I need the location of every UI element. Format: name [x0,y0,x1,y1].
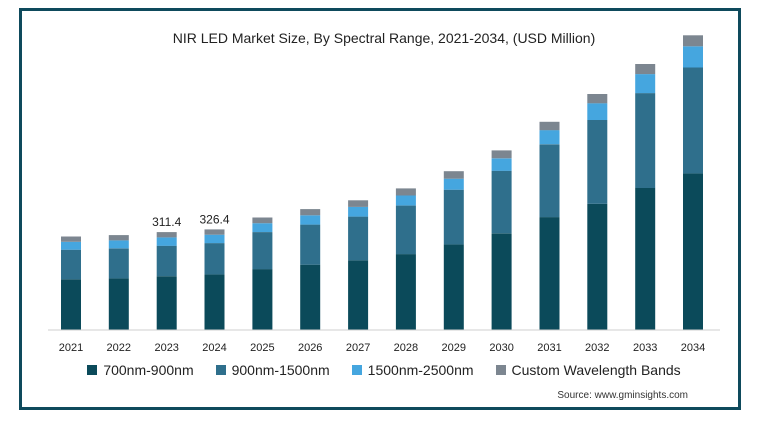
legend-swatch [351,365,362,375]
bar-2029-series-3 [443,171,464,179]
chart-title: NIR LED Market Size, By Spectral Range, … [172,30,596,46]
x-tick-label: 2026 [298,342,322,354]
bar-2021-series-1 [61,249,81,280]
x-tick-label: 2028 [394,342,418,354]
bar-2021-series-3 [61,236,81,242]
data-labels: 311.4 326.4 [152,212,230,229]
bar-2033-series-0 [635,187,656,330]
x-tick-label: 2023 [154,342,178,354]
bar-2030-series-1 [491,170,512,234]
bar-2024-series-3 [204,229,225,235]
bar-2022-series-2 [108,240,129,249]
x-tick-label: 2022 [107,342,131,354]
bar-2033-series-1 [635,93,656,188]
bar-2024-series-2 [204,234,225,244]
x-tick-label: 2029 [442,342,466,354]
bar-2034-series-0 [683,173,703,330]
source-note: Source: www.gminsights.com [557,390,688,401]
bar-2033-series-2 [635,74,656,94]
bar-2025-series-2 [252,223,273,232]
legend-label: 1500nm-2500nm [367,362,474,378]
bar-2028-series-2 [395,195,416,206]
bar-2032-series-3 [587,94,608,104]
legend-swatch [215,365,226,375]
x-tick-label: 2030 [489,342,513,354]
bar-2026-series-3 [300,209,321,216]
bar-2031-series-0 [539,217,560,330]
bar-2026-series-2 [300,215,321,225]
bar-2034-series-3 [683,35,703,47]
bar-2029-series-0 [443,244,464,330]
bar-2030-series-0 [491,233,512,330]
x-tick-label: 2032 [585,342,609,354]
bar-2026-series-0 [300,264,321,330]
chart-frame [19,8,741,410]
bar-2030-series-3 [491,150,512,159]
bar-2032-series-1 [587,120,608,204]
bar-2032-series-0 [587,203,608,330]
bar-2023-series-3 [156,232,177,238]
bar-2034-series-2 [683,46,703,68]
legend-label: Custom Wavelength Bands [511,362,681,378]
legend-item: 900nm-1500nm [215,362,330,378]
bar-2024-series-1 [204,243,225,275]
bar-2031-series-1 [539,144,560,218]
data-label: 326.4 [199,212,229,226]
bar-2028-series-1 [395,205,416,255]
bar-2026-series-1 [300,224,321,265]
bar-2024-series-0 [204,274,225,330]
bar-2028-series-3 [395,188,416,196]
bar-2029-series-1 [443,189,464,245]
bar-2022-series-3 [108,235,129,241]
bar-2022-series-1 [108,248,129,279]
bar-2027-series-0 [348,260,369,330]
bars-group [61,35,703,330]
bar-2025-series-0 [252,269,273,330]
legend: 700nm-900nm 900nm-1500nm 1500nm-2500nm Cust… [0,362,768,378]
bar-2025-series-3 [252,217,273,224]
data-label: 311.4 [152,215,181,229]
bar-2023-series-2 [156,237,177,246]
bar-2021-series-2 [61,241,81,250]
x-tick-label: 2027 [346,342,370,354]
x-tick-labels: 2021 2022 2023 2024 2025 2026 2027 2028 2029 2030… [59,342,705,354]
bar-2028-series-0 [395,254,416,330]
bar-2021-series-0 [61,279,81,330]
bar-2023-series-0 [156,276,177,330]
legend-item: 1500nm-2500nm [351,362,474,378]
bar-2031-series-2 [539,130,560,145]
bar-2023-series-1 [156,245,177,277]
bar-2033-series-3 [635,64,656,75]
bar-2027-series-2 [348,206,369,217]
legend-swatch [495,365,506,375]
bar-2027-series-1 [348,216,369,261]
legend-item: 700nm-900nm [87,362,194,378]
bar-2027-series-3 [348,200,369,207]
legend-label: 900nm-1500nm [231,362,330,378]
x-tick-label: 2025 [250,342,274,354]
bar-2022-series-0 [108,278,129,330]
x-tick-label: 2021 [59,342,83,354]
bar-2032-series-2 [587,103,608,120]
legend-label: 700nm-900nm [103,362,194,378]
bar-2031-series-3 [539,121,560,131]
x-tick-label: 2031 [537,342,561,354]
x-tick-label: 2034 [681,342,705,354]
x-tick-label: 2033 [633,342,657,354]
x-tick-label: 2024 [202,342,226,354]
bar-2030-series-2 [491,158,512,171]
bar-2034-series-1 [683,67,703,174]
legend-swatch [87,365,98,375]
bar-2029-series-2 [443,178,464,190]
legend-item: Custom Wavelength Bands [495,362,681,378]
bar-2025-series-1 [252,232,273,270]
